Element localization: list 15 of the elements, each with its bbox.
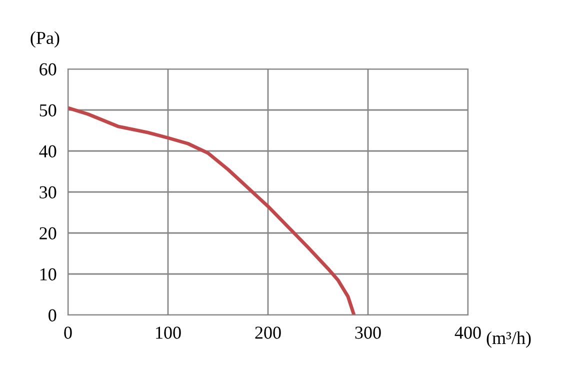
y-tick-label: 50 bbox=[40, 104, 56, 116]
y-tick-label: 0 bbox=[48, 309, 56, 322]
y-tick-label: 10 bbox=[40, 268, 56, 280]
y-tick-label: 60 bbox=[40, 63, 56, 76]
x-tick-label: 100 bbox=[156, 326, 181, 339]
line-series bbox=[68, 106, 356, 315]
y-axis-title: (Pa) bbox=[30, 31, 60, 48]
x-tick-label: 200 bbox=[255, 326, 281, 339]
x-tick-label: 0 bbox=[64, 326, 72, 339]
y-tick-label: 40 bbox=[39, 145, 56, 158]
x-tick-label: 300 bbox=[355, 326, 381, 339]
y-tick-label: 30 bbox=[40, 186, 56, 198]
x-axis-title: (m³/h) bbox=[486, 331, 531, 348]
y-tick-label: 20 bbox=[40, 227, 56, 240]
x-tick-label: 400 bbox=[454, 326, 481, 339]
